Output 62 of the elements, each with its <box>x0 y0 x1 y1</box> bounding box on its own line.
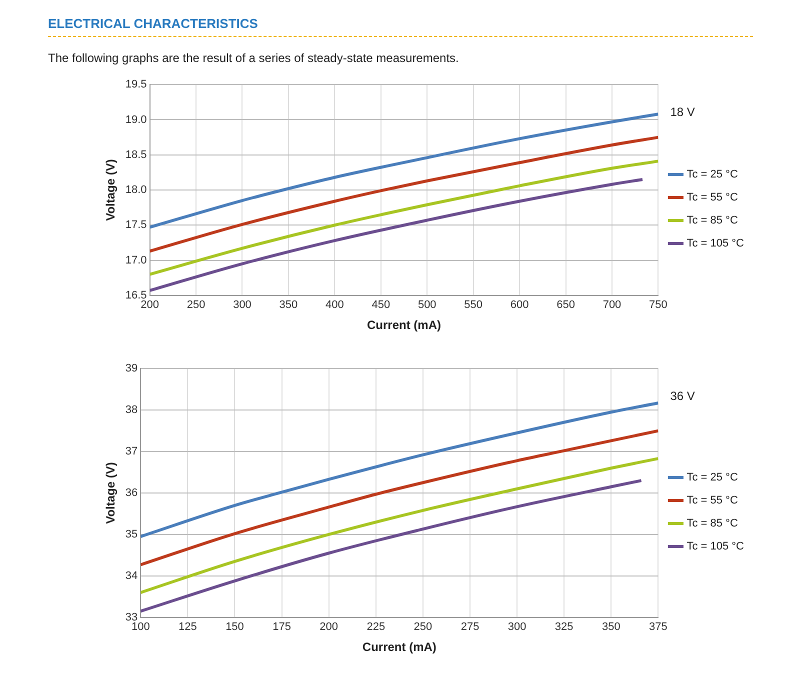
x-axis-title: Current (mA) <box>367 318 442 332</box>
x-tick-label: 375 <box>649 621 668 634</box>
x-tick-label: 750 <box>649 299 668 312</box>
x-tick-label: 650 <box>556 299 575 312</box>
legend-label: Tc = 105 °C <box>686 238 744 250</box>
line-series <box>150 112 658 229</box>
x-tick-label: 350 <box>279 299 298 312</box>
line-series <box>150 178 644 292</box>
x-tick-label: 250 <box>186 299 206 312</box>
y-tick-label: 38 <box>125 404 138 416</box>
y-tick-label: 33 <box>125 611 138 624</box>
x-tick-label: 400 <box>326 299 344 312</box>
x-tick-label: 200 <box>320 621 338 634</box>
y-tick-label: 19.0 <box>125 114 147 126</box>
y-tick-label: 17.5 <box>125 219 147 232</box>
y-tick-label: 34 <box>125 570 138 582</box>
x-tick-label: 125 <box>178 621 197 634</box>
x-tick-label: 150 <box>226 621 244 634</box>
y-tick-label: 39 <box>125 362 138 375</box>
y-tick-label: 35 <box>125 528 138 540</box>
chart-title: ELECTRICAL CHARACTERISTICS <box>48 16 753 37</box>
x-tick-label: 300 <box>233 299 252 312</box>
line-series <box>140 429 658 566</box>
legend-label: Tc = 55 °C <box>686 494 738 507</box>
legend-label: Tc = 55 °C <box>686 192 738 204</box>
text: 36 V <box>670 388 695 403</box>
y-tick-label: 17.0 <box>125 254 147 266</box>
legend-label: Tc = 25 °C <box>686 168 738 181</box>
y-axis-title: Voltage (V) <box>104 159 118 221</box>
x-tick-label: 600 <box>510 299 529 312</box>
text: 18 V <box>670 104 695 119</box>
y-tick-label: 18.0 <box>125 184 147 196</box>
legend-label: Tc = 85 °C <box>686 518 738 530</box>
x-tick-label: 700 <box>602 299 622 312</box>
x-axis-title: Current (mA) <box>362 640 436 654</box>
y-tick-label: 37 <box>125 446 138 458</box>
chart-subtitle: The following graphs are the result of a series of steady-state measurements. <box>48 51 460 65</box>
x-tick-label: 500 <box>418 299 436 312</box>
x-tick-label: 175 <box>272 621 291 634</box>
x-tick-label: 350 <box>602 621 620 634</box>
x-tick-label: 550 <box>464 299 483 312</box>
x-tick-label: 275 <box>460 621 480 634</box>
line-series <box>150 160 658 276</box>
x-tick-label: 450 <box>372 299 390 312</box>
y-axis-title: Voltage (V) <box>104 462 118 524</box>
x-tick-label: 300 <box>508 621 526 634</box>
line-series <box>140 402 658 538</box>
legend-label: Tc = 105 °C <box>686 540 744 553</box>
x-tick-label: 325 <box>554 621 574 634</box>
x-tick-label: 100 <box>131 621 150 634</box>
legend-label: Tc = 85 °C <box>686 214 738 227</box>
line-series <box>150 136 658 253</box>
y-tick-label: 36 <box>125 487 138 500</box>
x-tick-label: 200 <box>140 299 159 312</box>
line-series <box>140 457 658 594</box>
line-series <box>140 479 643 613</box>
x-tick-label: 250 <box>414 621 432 634</box>
y-tick-label: 19.5 <box>125 78 147 91</box>
legend-label: Tc = 25 °C <box>686 472 738 484</box>
y-tick-label: 16.5 <box>125 289 147 302</box>
x-tick-label: 225 <box>366 621 386 634</box>
y-tick-label: 18.5 <box>125 148 147 161</box>
